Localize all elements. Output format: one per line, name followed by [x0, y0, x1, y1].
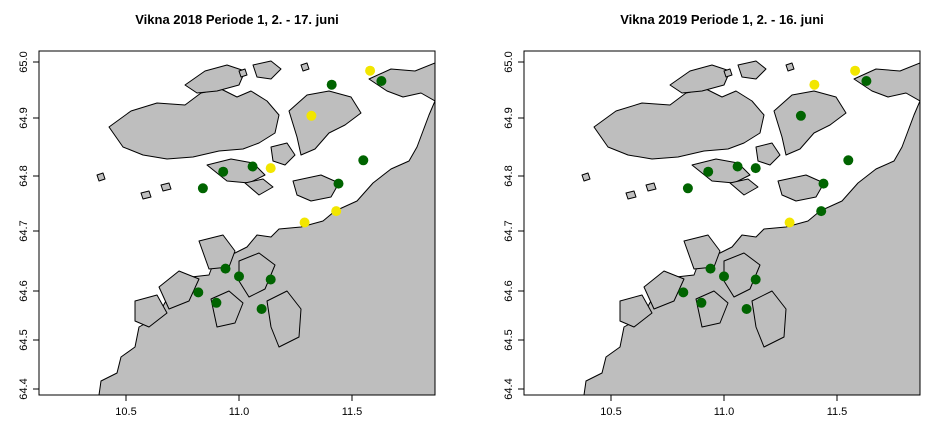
- y-tick-label: 64.7: [503, 220, 515, 241]
- y-axis: 64.4 64.5 64.6 64.7 64.8 64.9 65.0: [18, 51, 39, 400]
- observation-point: [818, 178, 829, 189]
- y-tick-label: 64.5: [503, 329, 515, 350]
- y-tick-label: 64.6: [503, 280, 515, 301]
- y-tick-label: 64.8: [18, 165, 30, 186]
- x-tick-label: 11.5: [342, 406, 363, 418]
- x-axis: 10.5 11.0 11.5: [115, 395, 362, 418]
- observation-point: [265, 274, 276, 285]
- observation-point: [750, 163, 761, 174]
- observation-point: [809, 79, 820, 90]
- y-tick-label: 64.8: [503, 165, 515, 186]
- observation-points: [193, 65, 387, 314]
- observation-point: [331, 206, 342, 217]
- observation-point: [750, 274, 761, 285]
- observation-point: [741, 304, 752, 314]
- observation-point: [220, 263, 231, 274]
- panel-title: Vikna 2019 Periode 1, 2. - 16. juni: [620, 12, 824, 27]
- observation-point: [703, 166, 714, 177]
- observation-point: [678, 287, 689, 298]
- y-tick-label: 64.6: [18, 280, 30, 301]
- x-tick-label: 11.0: [714, 406, 735, 418]
- observation-point: [816, 206, 827, 217]
- x-tick-label: 10.5: [115, 406, 136, 418]
- observation-point: [247, 161, 258, 172]
- panel-title: Vikna 2018 Periode 1, 2. - 17. juni: [135, 12, 339, 27]
- observation-point: [256, 304, 267, 314]
- x-tick-label: 11.0: [229, 406, 250, 418]
- y-tick-label: 64.9: [18, 107, 30, 128]
- y-tick-label: 64.5: [18, 329, 30, 350]
- observation-point: [218, 166, 229, 177]
- y-tick-label: 65.0: [503, 51, 515, 72]
- y-tick-label: 64.4: [18, 378, 30, 399]
- x-axis: 10.5 11.0 11.5: [600, 395, 847, 418]
- observation-point: [299, 217, 310, 228]
- observation-point: [265, 163, 276, 174]
- map-panel-2019: Vikna 2019 Periode 1, 2. - 16. juni 10.5…: [503, 12, 921, 418]
- observation-point: [234, 271, 244, 282]
- y-tick-label: 64.9: [503, 107, 515, 128]
- observation-point: [861, 76, 872, 86]
- observation-point: [193, 287, 204, 298]
- observation-point: [365, 65, 376, 76]
- map-panel-2018: Vikna 2018 Periode 1, 2. - 17. juni 10.5…: [18, 12, 436, 418]
- observation-point: [696, 297, 707, 308]
- observation-point: [333, 178, 344, 189]
- y-axis: 64.4 64.5 64.6 64.7 64.8 64.9 65.0: [503, 51, 524, 400]
- observation-points: [678, 65, 872, 314]
- observation-point: [784, 217, 795, 228]
- observation-point: [795, 110, 806, 121]
- observation-point: [326, 79, 337, 90]
- x-tick-label: 10.5: [600, 406, 621, 418]
- observation-point: [376, 76, 387, 86]
- observation-point: [843, 155, 854, 166]
- observation-point: [719, 271, 729, 282]
- observation-point: [682, 183, 693, 194]
- observation-point: [197, 183, 208, 194]
- y-tick-label: 64.7: [18, 220, 30, 241]
- observation-point: [705, 263, 716, 274]
- y-tick-label: 65.0: [18, 51, 30, 72]
- y-tick-label: 64.4: [503, 378, 515, 399]
- x-tick-label: 11.5: [827, 406, 848, 418]
- observation-point: [358, 155, 369, 166]
- observation-point: [850, 65, 861, 76]
- observation-point: [306, 110, 317, 121]
- observation-point: [732, 161, 743, 172]
- observation-point: [211, 297, 222, 308]
